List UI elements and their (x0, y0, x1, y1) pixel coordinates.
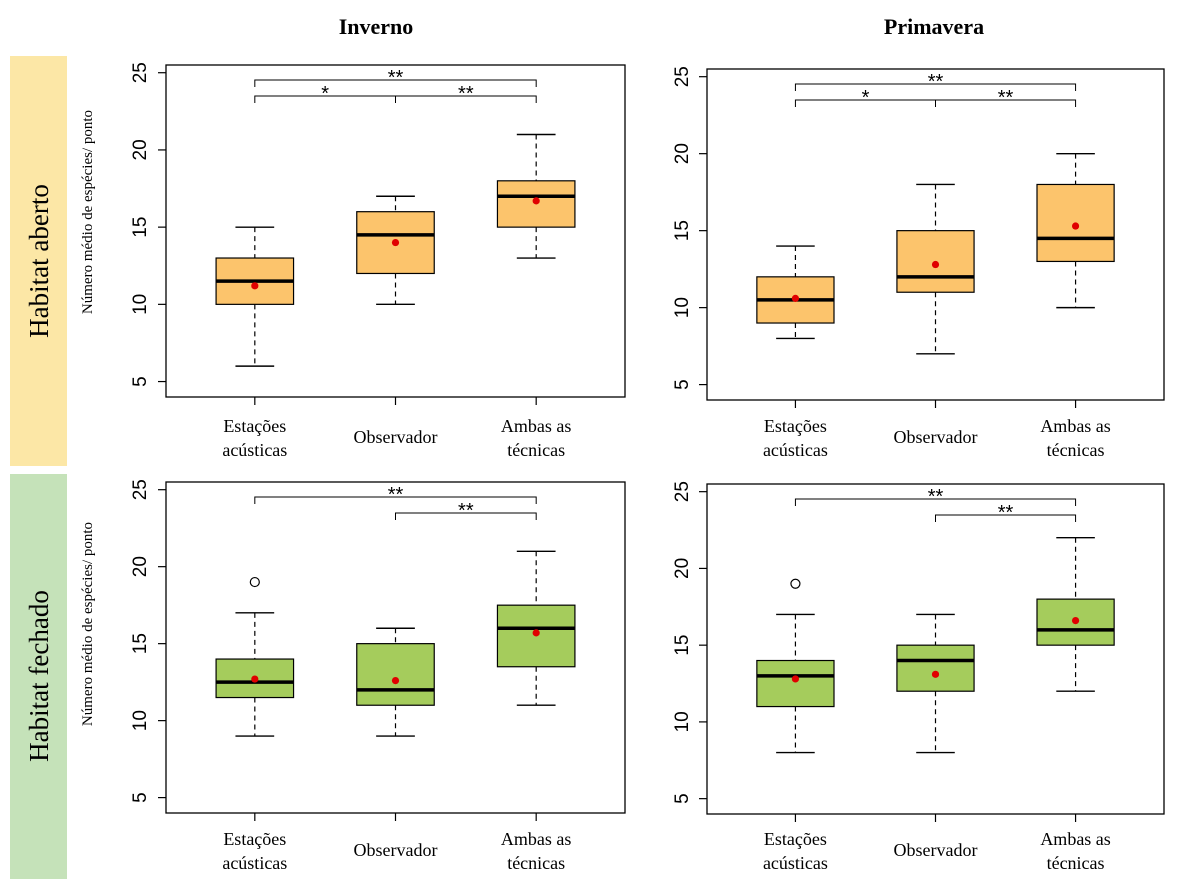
category-label: Ambas as (501, 416, 572, 436)
panel-3: 5 10 15 20 25 Estações acústicas Observador Amba… (672, 481, 1165, 873)
significance-label: ** (458, 500, 474, 522)
significance-label: ** (388, 484, 404, 506)
category-label: Observador (354, 840, 438, 860)
category-label: acústicas (222, 853, 287, 873)
y-tick-label: 5 (130, 792, 151, 803)
category-label: Ambas as (501, 829, 572, 849)
category-label: acústicas (763, 440, 828, 460)
category-label: Estações (223, 829, 286, 849)
category-label: técnicas (1047, 440, 1105, 460)
y-tick-label: 20 (672, 558, 693, 579)
y-tick-label: 25 (130, 479, 151, 500)
category-label: Observador (354, 427, 438, 447)
column-title-primavera: Primavera (884, 14, 984, 39)
y-tick-label: 10 (130, 710, 151, 731)
y-tick-label: 15 (672, 220, 693, 241)
significance-label: * (321, 83, 329, 105)
significance-bracket (935, 514, 1077, 522)
row-band-habitat-fechado (10, 474, 67, 879)
category-label: Observador (894, 427, 978, 447)
mean-point (791, 294, 800, 302)
y-tick-label: 20 (130, 556, 151, 577)
category-label: Observador (894, 840, 978, 860)
panel-1: 5 10 15 20 25 Estações acústicas Observador Amba… (672, 66, 1165, 460)
significance-bracket (935, 99, 1077, 107)
y-tick-label: 25 (672, 481, 693, 502)
y-axis-label-top: Número médio de espécies/ ponto (80, 110, 96, 314)
significance-bracket (254, 79, 537, 87)
mean-point (1071, 617, 1080, 625)
y-tick-label: 10 (672, 711, 693, 732)
category-label: acústicas (763, 853, 828, 873)
row-label-habitat-fechado: Habitat fechado (24, 590, 54, 762)
y-tick-label: 5 (672, 793, 693, 804)
significance-label: ** (998, 502, 1014, 524)
significance-label: ** (388, 67, 404, 89)
outlier-point (790, 578, 801, 589)
y-tick-label: 15 (130, 633, 151, 654)
y-tick-label: 10 (672, 297, 693, 318)
mean-point (391, 677, 400, 685)
mean-point (931, 670, 940, 678)
significance-label: * (862, 87, 870, 109)
y-tick-label: 25 (672, 66, 693, 87)
category-label: Estações (223, 416, 286, 436)
mean-point (931, 260, 940, 269)
box (756, 659, 835, 708)
mean-point (532, 629, 540, 637)
y-tick-label: 5 (130, 376, 151, 387)
significance-label: ** (998, 87, 1014, 109)
box (356, 643, 435, 706)
y-tick-label: 15 (672, 635, 693, 656)
y-tick-label: 25 (130, 62, 151, 83)
y-tick-label: 15 (130, 217, 151, 238)
outlier-point (249, 576, 260, 588)
panel-0: 5 10 15 20 25 Estações acústicas Observador Amba… (130, 62, 626, 460)
y-tick-label: 20 (130, 139, 151, 160)
significance-label: ** (928, 71, 944, 93)
significance-bracket (254, 496, 537, 504)
significance-bracket (794, 498, 1077, 506)
mean-point (251, 675, 259, 683)
y-tick-label: 5 (672, 379, 693, 390)
category-label: acústicas (222, 440, 287, 460)
category-label: Ambas as (1040, 416, 1111, 436)
significance-bracket (395, 512, 537, 520)
y-tick-label: 20 (672, 143, 693, 164)
category-label: técnicas (1047, 853, 1105, 873)
significance-label: ** (928, 486, 944, 508)
mean-point (532, 197, 540, 205)
significance-label: ** (458, 83, 474, 105)
panel-2: 5 10 15 20 25 Estações acústicas Observador Amba… (130, 479, 626, 873)
mean-point (791, 675, 800, 683)
category-label: Estações (764, 829, 827, 849)
row-band-habitat-aberto (10, 56, 67, 466)
row-label-habitat-aberto: Habitat aberto (24, 184, 54, 338)
category-label: técnicas (507, 440, 565, 460)
category-label: Estações (764, 416, 827, 436)
category-label: técnicas (507, 853, 565, 873)
mean-point (1071, 222, 1080, 230)
box (896, 644, 975, 692)
y-tick-label: 10 (130, 294, 151, 315)
significance-bracket (794, 83, 1077, 91)
y-axis-label-bottom: Número médio de espécies/ ponto (80, 522, 96, 726)
significance-bracket (395, 95, 537, 103)
column-title-inverno: Inverno (339, 14, 414, 39)
mean-point (251, 282, 259, 290)
mean-point (391, 238, 400, 247)
category-label: Ambas as (1040, 829, 1111, 849)
